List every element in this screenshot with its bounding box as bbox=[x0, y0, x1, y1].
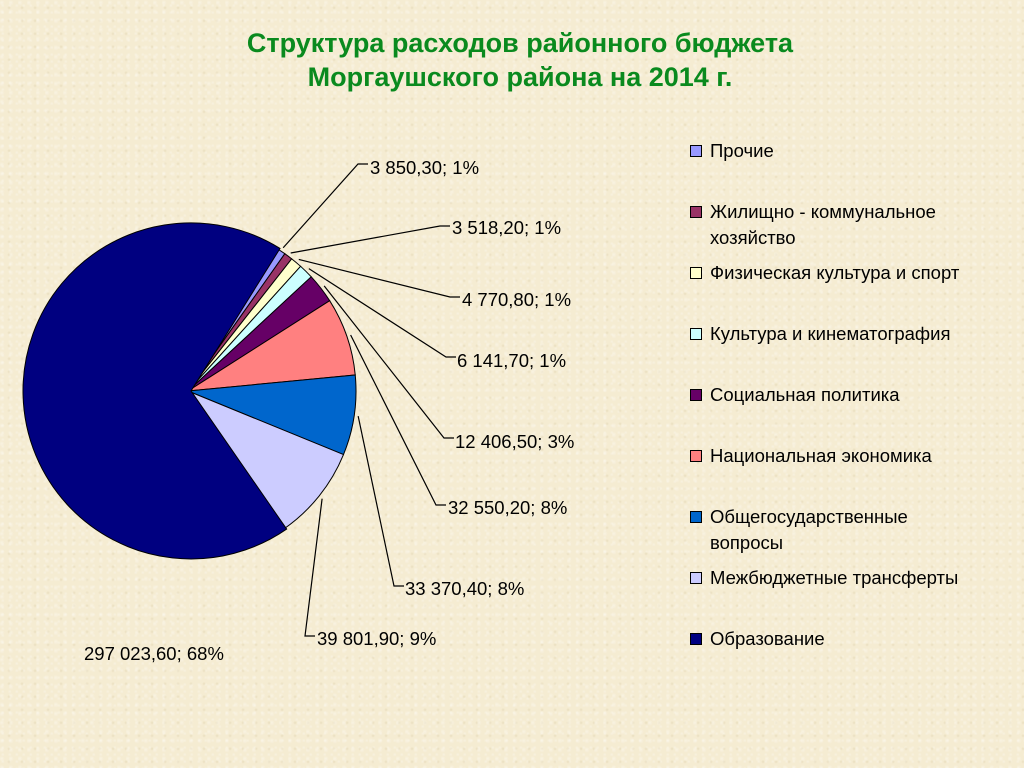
legend-swatch-transfers bbox=[690, 572, 702, 584]
leader-line-housing bbox=[290, 225, 450, 254]
data-label-economy: 32 550,20; 8% bbox=[448, 497, 567, 518]
leader-line-other bbox=[282, 163, 368, 249]
leader-line-social bbox=[323, 285, 454, 439]
legend-label-general: Общегосударственные вопросы bbox=[710, 506, 908, 553]
data-label-transfers: 39 801,90; 9% bbox=[317, 628, 436, 649]
legend-label-social: Социальная политика bbox=[710, 384, 900, 405]
data-label-housing: 3 518,20; 1% bbox=[452, 217, 561, 238]
leader-line-culture bbox=[308, 268, 456, 358]
legend-label-sport: Физическая культура и спорт bbox=[710, 262, 960, 283]
legend-swatch-education bbox=[690, 633, 702, 645]
legend-label-education: Образование bbox=[710, 628, 825, 649]
legend-label-economy: Национальная экономика bbox=[710, 445, 932, 466]
legend-swatch-sport bbox=[690, 267, 702, 279]
data-label-sport: 4 770,80; 1% bbox=[462, 289, 571, 310]
legend-label-other: Прочие bbox=[710, 140, 774, 161]
chart-title-line-2: Моргаушского района на 2014 г. bbox=[307, 62, 733, 92]
chart-title-line-1: Структура расходов районного бюджета bbox=[246, 28, 794, 58]
data-label-general: 33 370,40; 8% bbox=[405, 578, 524, 599]
data-label-social: 12 406,50; 3% bbox=[455, 431, 574, 452]
legend-swatch-economy bbox=[690, 450, 702, 462]
data-label-culture: 6 141,70; 1% bbox=[457, 350, 566, 371]
data-label-education: 297 023,60; 68% bbox=[84, 643, 224, 664]
legend-swatch-other bbox=[690, 145, 702, 157]
legend-swatch-general bbox=[690, 511, 702, 523]
legend-label-culture: Культура и кинематография bbox=[710, 323, 951, 344]
pie-slice-education bbox=[22, 222, 288, 560]
data-label-other: 3 850,30; 1% bbox=[370, 157, 479, 178]
leader-line-general bbox=[357, 415, 404, 587]
legend-label-transfers: Межбюджетные трансферты bbox=[710, 567, 959, 588]
legend-swatch-culture bbox=[690, 328, 702, 340]
leader-line-transfers bbox=[304, 498, 323, 637]
legend-label-housing: Жилищно - коммунальное хозяйство bbox=[710, 201, 936, 248]
legend-swatch-housing bbox=[690, 206, 702, 218]
chart-title: Структура расходов районного бюджета Мор… bbox=[0, 26, 1024, 94]
legend-swatch-social bbox=[690, 389, 702, 401]
leader-line-economy bbox=[350, 334, 446, 506]
leader-line-sport bbox=[298, 258, 460, 298]
